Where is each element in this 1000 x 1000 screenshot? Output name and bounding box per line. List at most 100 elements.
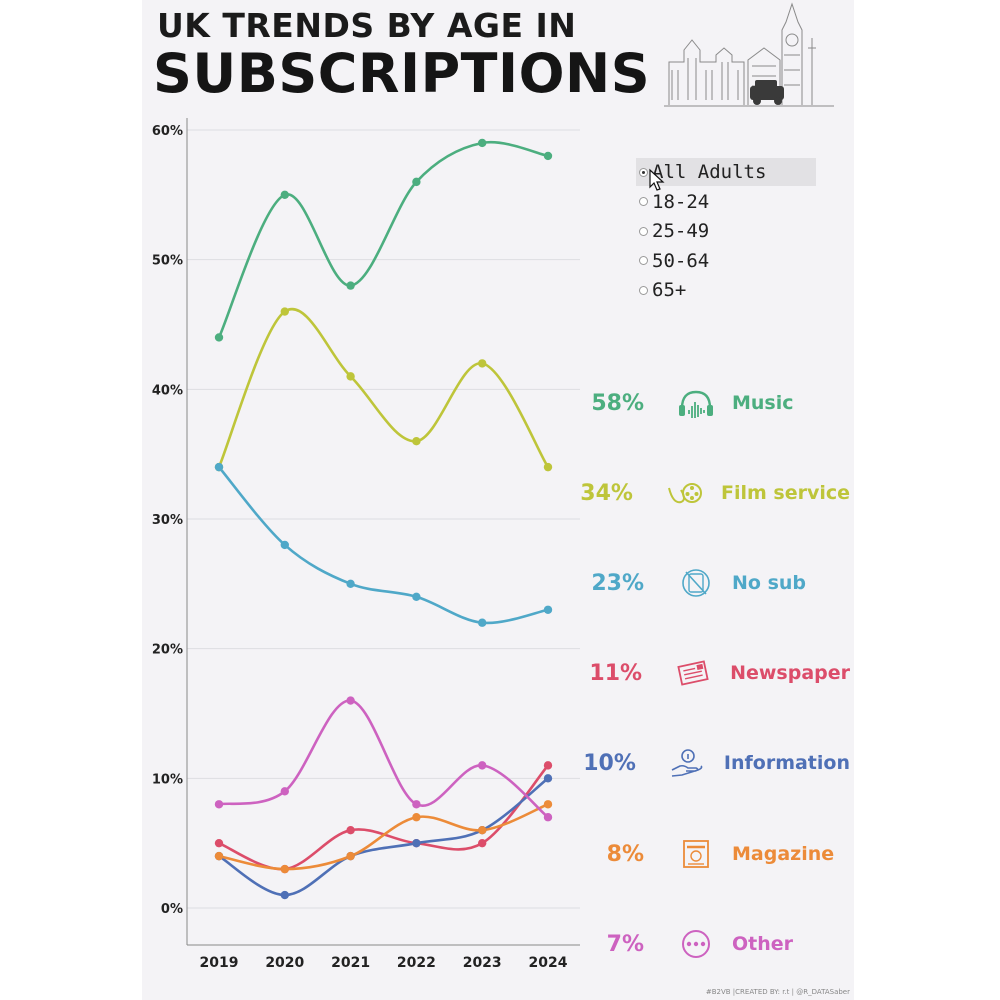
info-hand-icon bbox=[671, 749, 703, 777]
newspaper-icon bbox=[677, 660, 709, 686]
series-value-label: 10% bbox=[583, 750, 636, 776]
data-point-music[interactable] bbox=[478, 138, 487, 148]
data-point-information[interactable] bbox=[543, 774, 553, 783]
data-point-magazine[interactable] bbox=[214, 851, 224, 861]
data-point-newspaper[interactable] bbox=[214, 838, 224, 848]
data-point-newspaper[interactable] bbox=[543, 761, 553, 770]
series-line-newspaper bbox=[218, 764, 549, 871]
legend-option[interactable]: All Adults bbox=[636, 158, 816, 186]
magazine-icon bbox=[683, 840, 709, 868]
series-line-magazine bbox=[218, 803, 549, 871]
x-tick-label: 2019 bbox=[200, 955, 239, 971]
headphones-icon bbox=[679, 390, 713, 418]
data-point-music[interactable] bbox=[543, 151, 553, 161]
data-point-information[interactable] bbox=[280, 890, 289, 900]
legend-option[interactable]: 65+ bbox=[636, 276, 816, 304]
data-point-other[interactable] bbox=[543, 813, 553, 822]
legend-option[interactable]: 50-64 bbox=[636, 247, 816, 275]
data-point-no-sub[interactable] bbox=[346, 579, 355, 589]
series-value-label: 8% bbox=[606, 841, 644, 867]
data-point-music[interactable] bbox=[346, 281, 355, 290]
y-tick-label: 0% bbox=[161, 902, 183, 917]
data-point-information[interactable] bbox=[412, 838, 421, 848]
data-point-no-sub[interactable] bbox=[478, 618, 487, 627]
x-tick-label: 2024 bbox=[529, 955, 568, 971]
y-tick-label: 40% bbox=[152, 383, 183, 398]
data-point-other[interactable] bbox=[412, 800, 421, 809]
series-label-row: 11% Newspaper bbox=[580, 658, 850, 688]
y-tick-label: 30% bbox=[152, 513, 183, 528]
radio-button-icon[interactable] bbox=[639, 256, 648, 265]
line-chart: 0% 10% 20% 30% 40% 50% 60% 2019 2020 2021 2022 2023… bbox=[152, 118, 580, 971]
data-point-newspaper[interactable] bbox=[478, 838, 487, 848]
no-subscription-icon bbox=[682, 569, 710, 597]
gridlines bbox=[187, 129, 580, 909]
series-value-label: 7% bbox=[606, 931, 644, 957]
legend-option-label: 18-24 bbox=[652, 190, 710, 213]
series-label-row: 23% No sub bbox=[580, 568, 850, 598]
data-point-no-sub[interactable] bbox=[280, 540, 289, 550]
series-name-label: Magazine bbox=[732, 843, 835, 865]
radio-button-icon[interactable] bbox=[639, 226, 648, 236]
series-name-label: Newspaper bbox=[730, 662, 850, 684]
data-point-film-service[interactable] bbox=[543, 462, 553, 472]
series-label-row: 10% Information bbox=[580, 748, 850, 778]
data-point-magazine[interactable] bbox=[478, 826, 487, 835]
legend-option[interactable]: 18-24 bbox=[636, 188, 816, 216]
more-dots-icon bbox=[682, 930, 710, 958]
x-tick-label: 2020 bbox=[265, 955, 304, 971]
data-point-music[interactable] bbox=[280, 190, 289, 200]
series-name-label: Other bbox=[732, 933, 794, 955]
series-line-film-service bbox=[217, 307, 550, 468]
data-point-other[interactable] bbox=[280, 787, 289, 796]
y-tick-label: 50% bbox=[152, 254, 183, 269]
data-point-magazine[interactable] bbox=[346, 851, 355, 861]
page-title-line2: SUBSCRIPTIONS bbox=[153, 42, 651, 105]
series-points bbox=[214, 138, 553, 900]
data-point-magazine[interactable] bbox=[543, 800, 553, 809]
data-point-magazine[interactable] bbox=[412, 813, 421, 822]
data-point-film-service[interactable] bbox=[478, 359, 487, 368]
data-point-film-service[interactable] bbox=[280, 307, 289, 316]
y-tick-label: 10% bbox=[152, 772, 183, 787]
legend-option-label: 50-64 bbox=[652, 249, 710, 272]
data-point-music[interactable] bbox=[412, 177, 421, 187]
series-value-label: 34% bbox=[580, 480, 633, 506]
series-line-music bbox=[217, 140, 549, 339]
data-point-no-sub[interactable] bbox=[214, 462, 224, 472]
data-point-film-service[interactable] bbox=[346, 372, 355, 381]
data-point-other[interactable] bbox=[478, 761, 487, 770]
data-point-film-service[interactable] bbox=[412, 437, 421, 446]
series-value-label: 11% bbox=[589, 660, 643, 686]
data-point-no-sub[interactable] bbox=[412, 592, 421, 601]
radio-button-icon[interactable] bbox=[639, 197, 648, 206]
x-tick-label: 2023 bbox=[463, 955, 502, 971]
london-skyline-illustration bbox=[664, 2, 834, 107]
series-line-no-sub bbox=[218, 466, 549, 625]
data-point-other[interactable] bbox=[346, 696, 355, 705]
x-tick-label: 2022 bbox=[397, 955, 436, 971]
series-name-label: No sub bbox=[732, 572, 807, 594]
series-name-label: Music bbox=[732, 392, 794, 414]
data-point-no-sub[interactable] bbox=[543, 605, 553, 614]
data-point-music[interactable] bbox=[214, 333, 224, 342]
series-value-label: 23% bbox=[591, 570, 644, 596]
legend-option-label: All Adults bbox=[652, 161, 767, 183]
series-label-row: 58% Music bbox=[580, 388, 850, 418]
radio-button-icon[interactable] bbox=[639, 285, 648, 295]
legend-option-label: 25-49 bbox=[652, 220, 710, 242]
film-reel-icon bbox=[667, 483, 702, 504]
legend-option[interactable]: 25-49 bbox=[636, 217, 816, 245]
data-point-magazine[interactable] bbox=[280, 864, 289, 874]
data-point-other[interactable] bbox=[214, 800, 224, 809]
axes: 0% 10% 20% 30% 40% 50% 60% 2019 2020 2021 2022 2023… bbox=[152, 118, 580, 971]
series-name-label: Film service bbox=[720, 482, 850, 504]
series-label-row: 34% Film service bbox=[580, 478, 850, 508]
legend-option-label: 65+ bbox=[652, 279, 687, 301]
series-label-row: 7% Other bbox=[580, 929, 850, 959]
mouse-pointer-icon bbox=[649, 168, 665, 191]
radio-button-icon[interactable] bbox=[639, 167, 648, 177]
series-name-label: Information bbox=[723, 752, 850, 774]
series-value-label: 58% bbox=[591, 390, 644, 416]
data-point-newspaper[interactable] bbox=[346, 826, 355, 835]
